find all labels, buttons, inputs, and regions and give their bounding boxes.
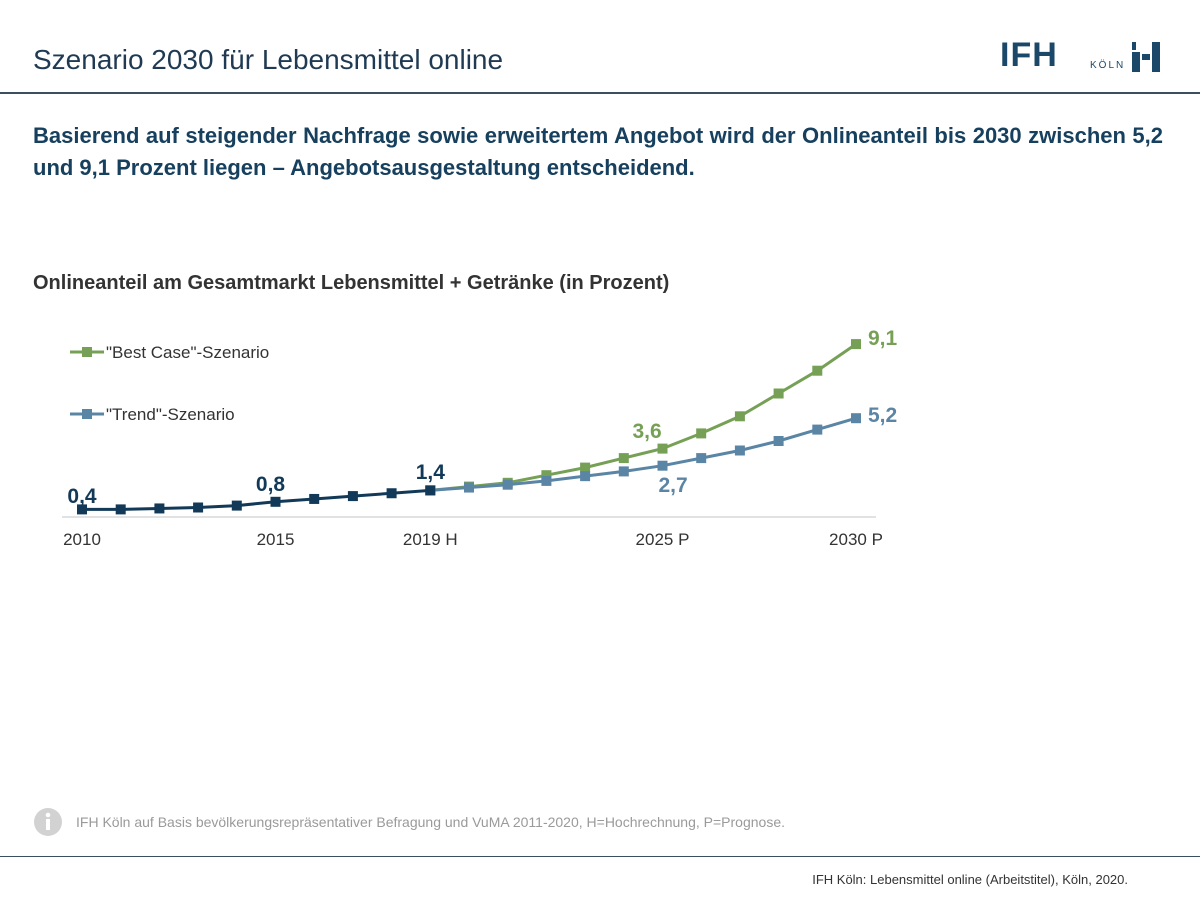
x-tick-label: 2030 P <box>829 530 883 549</box>
logo-text: IFH <box>1000 36 1058 74</box>
series-point-trend <box>657 460 668 471</box>
history-line <box>82 488 431 511</box>
series-point-trend <box>541 475 552 486</box>
legend-label: "Best Case"-Szenario <box>106 343 269 362</box>
slide-title: Szenario 2030 für Lebensmittel online <box>33 44 504 75</box>
history-point <box>386 488 397 499</box>
data-label: 0,4 <box>67 485 97 508</box>
source-note: IFH Köln auf Basis bevölkerungsrepräsent… <box>76 814 785 830</box>
data-label: 0,8 <box>256 473 286 496</box>
x-tick-label: 2025 P <box>636 530 690 549</box>
series-point-trend <box>580 471 591 482</box>
series-line-best_case <box>430 342 857 492</box>
series-point-best_case <box>696 428 707 439</box>
headline: Basierend auf steigender Nachfrage sowie… <box>33 123 1163 180</box>
ifh-logo: IFH KÖLN <box>1000 36 1160 74</box>
series-point-best_case <box>618 453 629 464</box>
series-point-best_case <box>541 470 552 481</box>
legend-label: "Trend"-Szenario <box>106 405 235 424</box>
x-tick-label: 2015 <box>257 530 295 549</box>
series-point-trend <box>851 413 861 424</box>
logo-subtext: KÖLN <box>1090 60 1126 71</box>
x-tick-label: 2019 H <box>403 530 458 549</box>
series-point-best_case <box>580 462 591 473</box>
history-point <box>347 491 358 502</box>
data-label: 2,7 <box>659 474 688 497</box>
series-point-trend <box>696 453 707 464</box>
ifh-logo-mark-icon <box>1132 42 1160 72</box>
data-label: 1,4 <box>416 461 446 484</box>
series-point-trend <box>502 479 513 490</box>
series-line-trend <box>430 416 857 492</box>
history-point <box>115 504 126 515</box>
legend-marker-best_case <box>82 347 92 357</box>
data-label: 5,2 <box>868 404 897 427</box>
info-icon <box>34 808 62 836</box>
footer-divider <box>0 856 1200 857</box>
data-label: 9,1 <box>868 327 898 350</box>
series-point-best_case <box>851 339 861 350</box>
history-point <box>193 502 204 513</box>
history-point <box>77 504 87 515</box>
series-point-trend <box>812 424 823 435</box>
series-point-trend <box>618 466 629 477</box>
chart-title: Onlineanteil am Gesamtmarkt Lebensmittel… <box>33 272 670 294</box>
series-point-trend <box>464 482 474 493</box>
history-point <box>309 493 320 504</box>
series-point-best_case <box>773 388 784 399</box>
history-point <box>231 500 242 511</box>
series-point-best_case <box>657 443 668 454</box>
legend-marker-trend <box>82 409 92 419</box>
data-label: 3,6 <box>633 420 662 443</box>
history-point <box>270 496 281 507</box>
series-point-best_case <box>734 411 745 422</box>
footer-citation: IFH Köln: Lebensmittel online (Arbeitsti… <box>812 872 1128 887</box>
header-divider <box>0 92 1200 94</box>
history-point <box>154 503 165 514</box>
series-point-best_case <box>812 365 823 376</box>
history-point <box>425 485 436 496</box>
series-point-trend <box>773 436 784 446</box>
series-point-trend <box>734 445 745 456</box>
x-tick-label: 2010 <box>63 530 101 549</box>
line-chart: 2010 2015 2019 H 2025 P 2030 P 0,4 0,8 1,4 3,6 2,… <box>62 327 898 549</box>
